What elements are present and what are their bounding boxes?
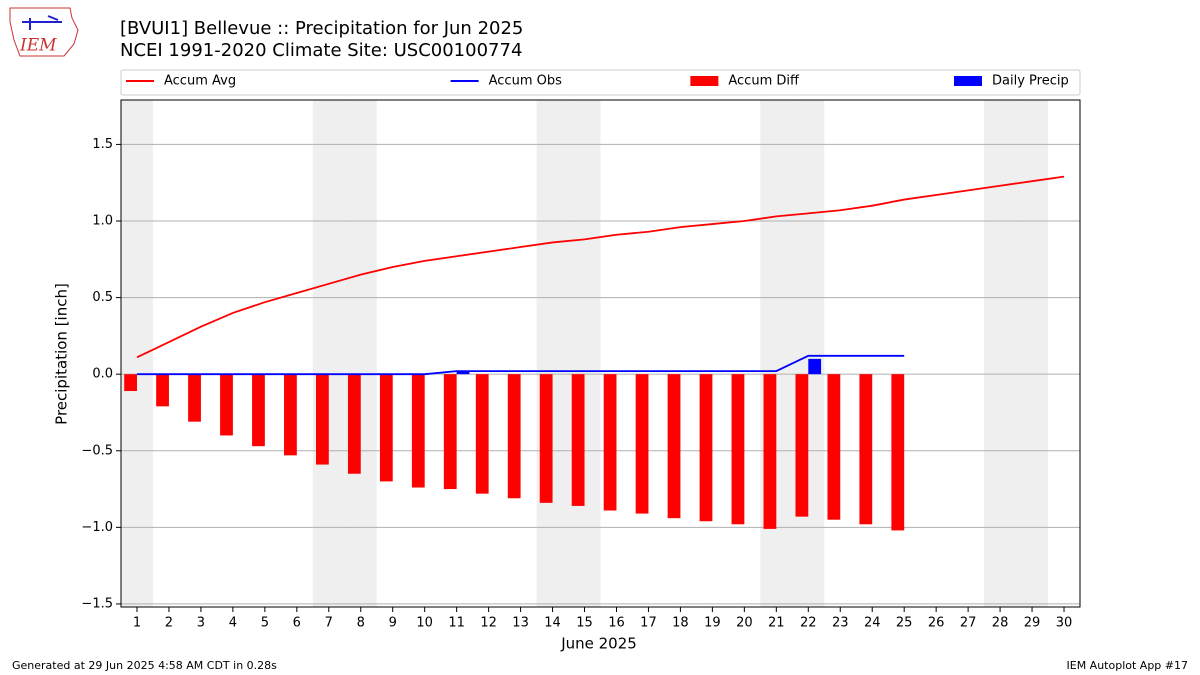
x-tick-label: 12 bbox=[480, 616, 497, 631]
x-tick-label: 26 bbox=[928, 616, 945, 631]
bar bbox=[571, 374, 585, 506]
weekend-shade bbox=[536, 100, 569, 607]
x-tick-label: 1 bbox=[133, 616, 141, 631]
x-tick-label: 18 bbox=[672, 616, 689, 631]
bar bbox=[667, 374, 681, 519]
y-tick-label: −1.5 bbox=[81, 596, 113, 611]
bar bbox=[379, 374, 393, 482]
x-tick-label: 8 bbox=[357, 616, 365, 631]
bar bbox=[411, 374, 425, 488]
line bbox=[136, 175, 1065, 359]
legend-label: Daily Precip bbox=[992, 74, 1069, 89]
weekend-shade bbox=[568, 100, 601, 607]
bar bbox=[539, 374, 553, 503]
bar bbox=[347, 374, 361, 474]
y-axis-label: Precipitation [inch] bbox=[53, 283, 71, 425]
bar bbox=[808, 358, 822, 375]
x-tick-label: 9 bbox=[389, 616, 397, 631]
bar bbox=[475, 374, 489, 494]
bar bbox=[188, 374, 201, 422]
y-tick-label: 1.5 bbox=[92, 137, 113, 152]
chart-subtitle: NCEI 1991-2020 Climate Site: USC00100774 bbox=[120, 40, 522, 61]
bar bbox=[315, 374, 329, 465]
bar bbox=[252, 374, 265, 447]
x-tick-label: 10 bbox=[416, 616, 433, 631]
x-tick-label: 13 bbox=[512, 616, 529, 631]
x-tick-label: 29 bbox=[1024, 616, 1041, 631]
x-tick-label: 22 bbox=[800, 616, 817, 631]
bar bbox=[859, 374, 873, 525]
x-tick-label: 5 bbox=[261, 616, 269, 631]
bar bbox=[699, 374, 713, 522]
y-tick-label: −1.0 bbox=[81, 520, 113, 535]
logo-outline bbox=[9, 7, 79, 57]
x-axis-label: June 2025 bbox=[560, 635, 637, 653]
x-tick-label: 3 bbox=[197, 616, 205, 631]
x-tick-label: 30 bbox=[1056, 616, 1073, 631]
bar bbox=[827, 374, 841, 520]
bar bbox=[507, 374, 521, 499]
x-tick-label: 23 bbox=[832, 616, 849, 631]
legend-swatch bbox=[954, 76, 982, 86]
x-tick-label: 11 bbox=[448, 616, 465, 631]
bar bbox=[763, 374, 777, 529]
y-tick-label: 0.5 bbox=[92, 290, 113, 305]
legend-label: Accum Avg bbox=[164, 74, 236, 89]
logo: IEM bbox=[9, 7, 79, 57]
bar bbox=[456, 371, 470, 375]
weekend-shade bbox=[121, 100, 153, 607]
x-tick-label: 21 bbox=[768, 616, 785, 631]
weekend-shade bbox=[1016, 100, 1049, 607]
x-tick-label: 2 bbox=[165, 616, 173, 631]
weekend-shade bbox=[344, 100, 377, 607]
bar bbox=[795, 374, 809, 517]
plot-frame bbox=[120, 99, 1081, 608]
bar bbox=[635, 374, 649, 514]
bar bbox=[220, 374, 233, 436]
bar bbox=[603, 374, 617, 511]
footer-left: Generated at 29 Jun 2025 4:58 AM CDT in … bbox=[12, 659, 277, 672]
x-tick-label: 20 bbox=[736, 616, 753, 631]
x-tick-label: 4 bbox=[229, 616, 237, 631]
x-tick-label: 24 bbox=[864, 616, 881, 631]
bar bbox=[156, 374, 169, 407]
bar bbox=[124, 374, 137, 392]
x-tick-label: 7 bbox=[325, 616, 333, 631]
x-tick-label: 16 bbox=[608, 616, 625, 631]
legend-box bbox=[120, 69, 1081, 96]
y-tick-label: 0.0 bbox=[92, 367, 113, 382]
y-tick-label: 1.0 bbox=[92, 214, 113, 229]
bar bbox=[891, 374, 905, 531]
x-tick-label: 27 bbox=[960, 616, 977, 631]
bar bbox=[443, 374, 457, 490]
bar bbox=[731, 374, 745, 525]
x-tick-label: 15 bbox=[576, 616, 593, 631]
weekend-shade bbox=[760, 100, 793, 607]
legend-label: Accum Obs bbox=[489, 74, 562, 89]
footer-right: IEM Autoplot App #17 bbox=[1067, 659, 1189, 672]
line bbox=[136, 354, 905, 376]
x-tick-label: 25 bbox=[896, 616, 913, 631]
bar bbox=[284, 374, 297, 456]
logo-text: IEM bbox=[19, 36, 57, 56]
legend-label: Accum Diff bbox=[728, 74, 800, 89]
chart-title: [BVUI1] Bellevue :: Precipitation for Ju… bbox=[120, 18, 523, 39]
x-tick-label: 6 bbox=[293, 616, 301, 631]
x-tick-label: 14 bbox=[544, 616, 561, 631]
weekend-shade bbox=[792, 100, 825, 607]
x-tick-label: 28 bbox=[992, 616, 1009, 631]
legend-swatch bbox=[690, 76, 719, 86]
weekend-shade bbox=[984, 100, 1017, 607]
x-tick-label: 17 bbox=[640, 616, 657, 631]
weekend-shade bbox=[312, 100, 345, 607]
logo-icon bbox=[22, 15, 62, 30]
x-tick-label: 19 bbox=[704, 616, 721, 631]
y-tick-label: −0.5 bbox=[81, 443, 113, 458]
